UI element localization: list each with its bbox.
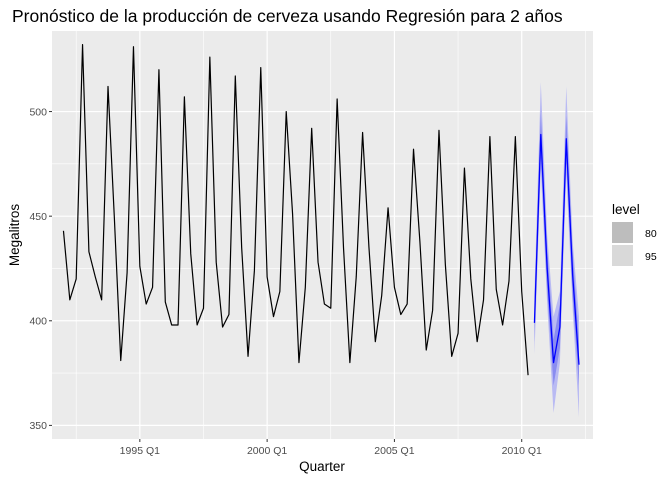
series-lines <box>62 43 580 376</box>
x-axis-title: Quarter <box>299 459 345 474</box>
y-tick-label: 400 <box>29 316 47 328</box>
x-tick-label: 1995 Q1 <box>120 445 160 457</box>
grid-minor <box>52 31 593 439</box>
y-tick-label: 500 <box>29 106 47 118</box>
legend-title: level <box>612 202 640 217</box>
y-axis: 350 400 450 500 <box>29 106 52 432</box>
grid-major <box>52 31 593 439</box>
legend-label-80: 80 <box>645 228 657 240</box>
x-tick-label: 2010 Q1 <box>502 445 542 457</box>
chart-title: Pronóstico de la producción de cerveza u… <box>12 6 563 26</box>
x-tick-label: 2000 Q1 <box>247 445 287 457</box>
legend-label-95: 95 <box>645 251 657 263</box>
x-tick-label: 2005 Q1 <box>374 445 414 457</box>
y-axis-title: Megalitros <box>7 204 22 267</box>
legend: level 80 95 <box>612 202 657 266</box>
legend-swatch-80 <box>612 222 633 243</box>
y-tick-label: 350 <box>29 420 47 432</box>
legend-swatch-95 <box>612 245 633 266</box>
x-axis: 1995 Q1 2000 Q1 2005 Q1 2010 Q1 <box>120 439 542 457</box>
forecast-mean-line <box>533 133 580 365</box>
observed-series-line <box>62 43 529 376</box>
y-tick-label: 450 <box>29 211 47 223</box>
plot-panel <box>52 31 593 439</box>
